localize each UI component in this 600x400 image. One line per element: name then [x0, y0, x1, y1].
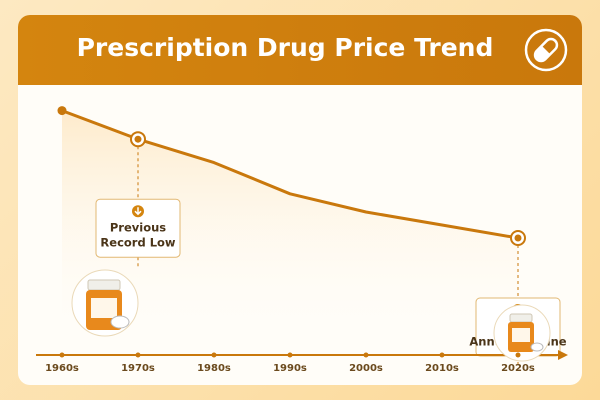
pill-icon: [524, 28, 568, 72]
bottle-illustration: [493, 304, 551, 362]
highlight-point: [134, 135, 142, 143]
axis-arrow: [558, 350, 568, 360]
header: [18, 15, 582, 85]
x-tick-label: 1960s: [45, 363, 79, 374]
x-tick: [515, 352, 521, 358]
x-tick-label: 2020s: [501, 363, 535, 374]
x-tick: [211, 352, 217, 358]
x-tick-label: 1980s: [197, 363, 231, 374]
annotation-box: [95, 198, 181, 258]
point: [57, 106, 67, 116]
x-tick: [439, 352, 445, 358]
x-tick: [363, 352, 369, 358]
x-tick: [135, 352, 141, 358]
annotation-arrow: [134, 207, 142, 216]
area: [62, 110, 518, 355]
x-tick-label: 1990s: [273, 363, 307, 374]
x-tick-label: 1970s: [121, 363, 155, 374]
x-tick: [287, 352, 293, 358]
chart-title: Prescription Drug Price Trend: [77, 33, 494, 62]
highlight-point: [514, 234, 522, 242]
x-tick-label: 2000s: [349, 363, 383, 374]
bottle-illustration: [71, 269, 139, 337]
x-tick: [59, 352, 65, 358]
annotation-text: Record Low: [100, 236, 176, 250]
x-tick-label: 2010s: [425, 363, 459, 374]
annotation-text: Previous: [110, 221, 166, 235]
